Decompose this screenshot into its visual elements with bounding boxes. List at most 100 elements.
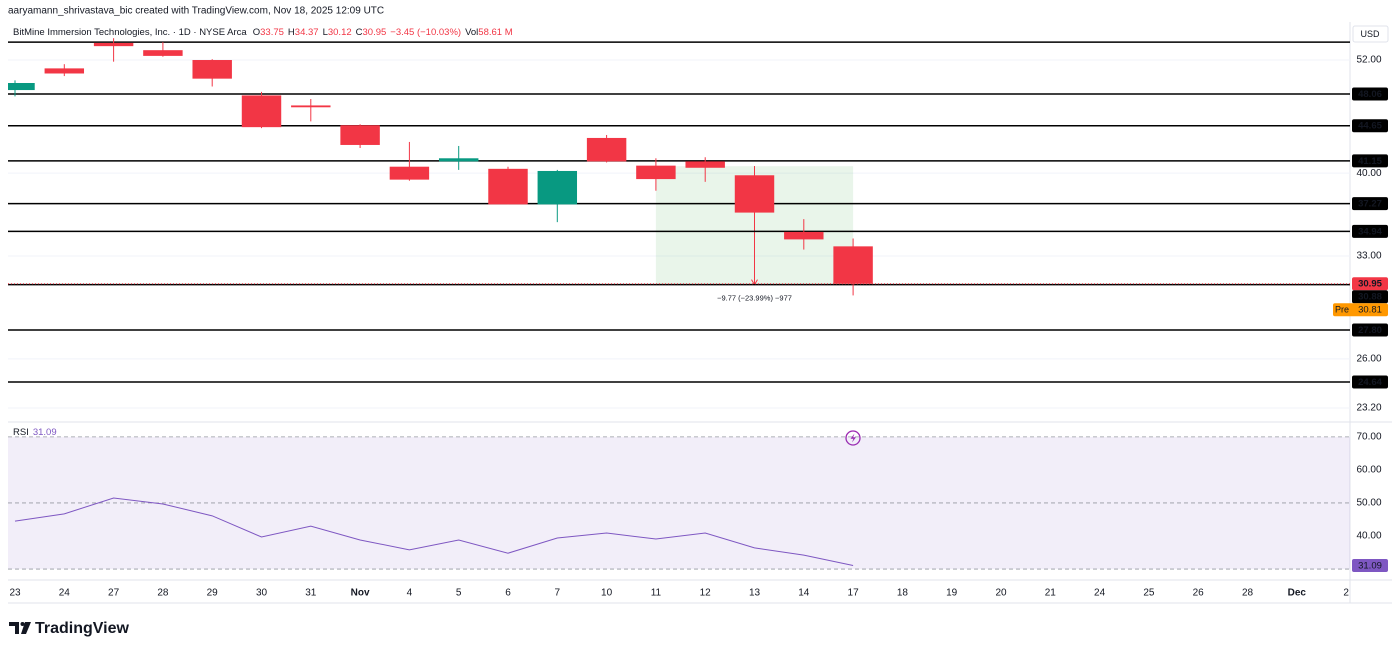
legend-volume: 58.61 M (478, 27, 512, 38)
price-label: 44.65 (1358, 121, 1382, 132)
x-tick-label: 24 (59, 588, 71, 599)
legend-close: 30.95 (363, 27, 387, 38)
price-label: 27.80 (1358, 325, 1382, 336)
logo-mark (20, 622, 25, 626)
candle-body (93, 42, 134, 47)
y-tick-label: 26.00 (1356, 353, 1381, 364)
x-tick-label: 21 (1045, 588, 1057, 599)
x-tick-label: 28 (1242, 588, 1254, 599)
candle-body (734, 175, 775, 213)
x-tick-label: 25 (1143, 588, 1155, 599)
currency-box[interactable] (1352, 25, 1389, 43)
price-label-box (1352, 224, 1388, 238)
symbol-title: BitMine Immersion Technologies, Inc. · 1… (13, 27, 247, 38)
logo-mark (21, 622, 31, 634)
candle-body (488, 168, 528, 205)
price-label-box (1352, 290, 1388, 304)
price-label: 41.15 (1358, 156, 1382, 167)
x-tick-label: 30 (256, 588, 268, 599)
price-label: 30.95 (1358, 279, 1382, 290)
y-tick-label: 23.20 (1356, 403, 1381, 414)
premarket-box (1333, 303, 1388, 317)
legend-prefix: C (356, 27, 363, 38)
rsi-tick-label: 40.00 (1356, 531, 1381, 542)
legend-change: −3.45 (−10.03%) (390, 27, 461, 38)
plot (8, 38, 1350, 570)
x-tick-label: 13 (749, 588, 761, 599)
candle-body (784, 231, 824, 240)
price-label-box (1352, 119, 1388, 133)
event-bolt (850, 433, 856, 443)
legend-prefix: H (288, 27, 295, 38)
x-tick-label: 5 (456, 588, 462, 599)
legend-prefix: O (253, 27, 260, 38)
rsi-legend: RSI 31.09 (13, 427, 57, 438)
candle-body (833, 246, 873, 284)
x-tick-label: 27 (108, 588, 120, 599)
x-tick-label: 17 (848, 588, 860, 599)
rsi-value-label: 31.09 (1358, 560, 1382, 571)
x-tick-label: 11 (651, 588, 662, 599)
candle-body (291, 105, 331, 108)
candle-body (241, 95, 282, 128)
candle-body (537, 170, 578, 205)
rsi-tick-label: 60.00 (1356, 465, 1381, 476)
candle-body (143, 50, 183, 56)
candle-body (438, 158, 479, 162)
price-label-box (1352, 277, 1388, 291)
rsi-title: RSI (13, 427, 29, 438)
x-tick-label: 31 (305, 588, 317, 599)
x-tick-label: 4 (407, 588, 413, 599)
price-label: 48.06 (1358, 89, 1382, 100)
rsi-band (8, 436, 1350, 570)
x-tick-label: Nov (351, 588, 370, 599)
x-tick-label: 6 (505, 588, 511, 599)
rsi-tick-label: 50.00 (1356, 498, 1381, 509)
y-tick-label: 40.00 (1356, 168, 1381, 179)
price-label: 24.64 (1358, 377, 1382, 388)
price-label-box (1352, 323, 1388, 337)
candle-body (636, 165, 676, 180)
price-label: 34.94 (1358, 226, 1382, 237)
premarket-tag: Pre (1335, 305, 1349, 315)
legend-low: 30.12 (328, 27, 352, 38)
candle-body (586, 137, 627, 162)
rsi-line (14, 497, 854, 566)
candle-body (389, 166, 430, 180)
candle-body (8, 83, 35, 91)
y-tick-label: 52.00 (1356, 55, 1381, 66)
x-tick-label: 10 (601, 588, 613, 599)
rsi-value-box (1352, 558, 1388, 572)
x-tick-label: 23 (9, 588, 21, 599)
rsi-tick-label: 70.00 (1356, 432, 1381, 443)
x-tick-label: 14 (798, 588, 810, 599)
legend-open: 33.75 (260, 27, 284, 38)
candle-body (340, 125, 380, 145)
legend-prefix: L (323, 27, 328, 38)
x-tick-label: 19 (946, 588, 958, 599)
brand: TradingView (35, 620, 130, 637)
logo: TradingView (9, 620, 130, 637)
legend: BitMine Immersion Technologies, Inc. · 1… (13, 27, 513, 38)
x-tick-label: 7 (555, 588, 561, 599)
y-tick-label: 33.00 (1356, 251, 1381, 262)
candle-body (192, 60, 232, 79)
x-tick-label: 18 (897, 588, 909, 599)
x-tick-label: 2 (1343, 588, 1349, 599)
currency[interactable]: USD (1360, 29, 1380, 39)
price-label-box (1352, 87, 1388, 101)
x-tick-label: 26 (1193, 588, 1205, 599)
x-tick-label: 20 (995, 588, 1007, 599)
candle-body (685, 161, 725, 168)
premarket-value: 30.81 (1358, 305, 1382, 316)
price-label-box (1352, 375, 1388, 389)
legend-prefix: Vol (465, 27, 478, 38)
x-tick-label: 28 (157, 588, 169, 599)
x-tick-label: 29 (207, 588, 219, 599)
x-tick-label: Dec (1288, 588, 1307, 599)
price-label: 30.88 (1358, 292, 1382, 303)
x-tick-label: 24 (1094, 588, 1106, 599)
price-label: 37.27 (1358, 199, 1382, 210)
